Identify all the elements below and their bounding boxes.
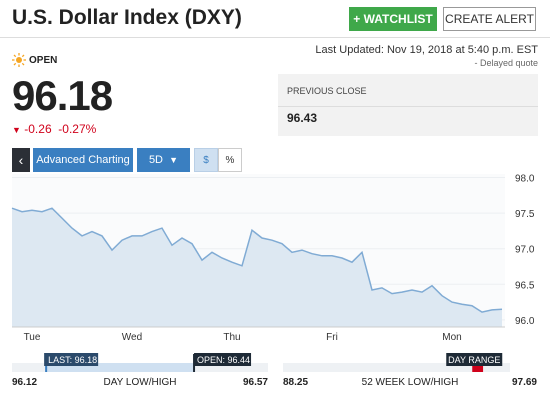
week52-track	[283, 363, 510, 372]
divider	[0, 37, 550, 38]
y-tick-label: 97.0	[515, 245, 535, 256]
area	[12, 208, 502, 327]
day-high: 96.57	[242, 377, 268, 388]
back-button[interactable]: ‹	[12, 148, 30, 172]
previous-close-value: 96.43	[287, 111, 318, 125]
period-label: 5D	[148, 154, 163, 166]
period-button[interactable]: 5D ▼	[137, 148, 190, 172]
day-range-tag-bg	[446, 353, 503, 366]
last-tag-bg	[44, 353, 99, 366]
last-updated: Last Updated: Nov 19, 2018 at 5:40 p.m. …	[315, 44, 538, 56]
x-tick-label: Thu	[223, 332, 240, 343]
week52-high: 97.69	[511, 377, 537, 388]
divider	[278, 106, 538, 107]
x-tick-label: Mon	[442, 332, 461, 343]
week52-caption: 52 WEEK LOW/HIGH	[361, 377, 459, 388]
y-tick-label: 97.5	[515, 209, 535, 220]
price-line	[11, 207, 503, 313]
week52-low: 88.25	[283, 377, 309, 388]
previous-close-label: PREVIOUS CLOSE	[287, 86, 367, 96]
day-range-fill	[46, 363, 195, 372]
day-range-in-52w	[472, 363, 484, 372]
day-range-caption: DAY LOW/HIGH	[103, 377, 177, 388]
watchlist-button[interactable]: + WATCHLIST	[349, 7, 437, 31]
delayed-note: - Delayed quote	[474, 58, 538, 68]
x-tick-label: Fri	[326, 332, 338, 343]
alert-button[interactable]: CREATE ALERT	[443, 7, 536, 31]
market-status: OPEN	[29, 55, 58, 66]
open-tag-bg	[194, 353, 252, 366]
x-tick-label: Tue	[24, 332, 41, 343]
x-tick-label: Wed	[122, 332, 142, 343]
price: 96.18	[12, 72, 113, 119]
advanced-charting-button[interactable]: Advanced Charting	[33, 148, 133, 172]
change: ▼ -0.26 -0.27%	[12, 122, 97, 136]
previous-close-box	[278, 74, 538, 136]
dollar-toggle[interactable]: $	[194, 148, 218, 172]
sun-icon	[12, 53, 26, 67]
last-tag: LAST: 96.18	[48, 355, 97, 365]
percent-toggle[interactable]: %	[218, 148, 242, 172]
y-tick-label: 98.0	[515, 174, 535, 185]
change-value: -0.26	[24, 122, 52, 136]
day-low: 96.12	[12, 377, 38, 388]
open-tag: OPEN: 96.44	[197, 355, 250, 365]
page-title: U.S. Dollar Index (DXY)	[12, 6, 242, 29]
change-percent: -0.27%	[58, 122, 97, 136]
y-tick-label: 96.5	[515, 280, 535, 291]
day-range-tag: DAY RANGE	[448, 355, 500, 365]
y-tick-label: 96.0	[515, 316, 535, 327]
